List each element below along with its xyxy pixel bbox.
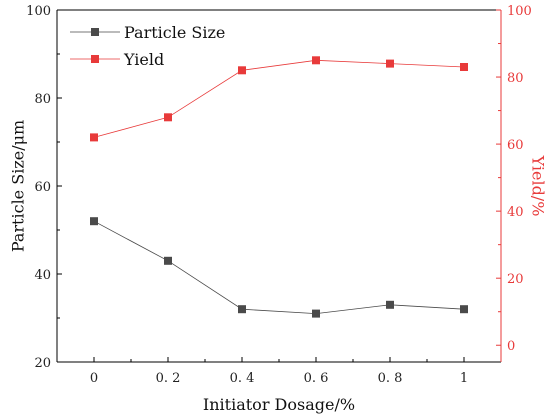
y2-tick-label: 100 (507, 4, 532, 19)
x-tick-label: 0 (90, 371, 98, 386)
y2-axis-label: Yield/% (528, 155, 547, 217)
yield-legend-label: Yield (123, 50, 164, 69)
y2-tick-label: 0 (507, 339, 515, 354)
y-tick-label: 40 (34, 268, 51, 283)
legend: Particle Size Yield (70, 23, 225, 69)
x-axis-label: Initiator Dosage/% (203, 395, 355, 414)
x-tick-label: 1 (460, 371, 468, 386)
x-tick-label: 0. 8 (378, 371, 403, 386)
particle-size-legend-marker (91, 28, 99, 36)
yield-point (386, 59, 394, 68)
y-tick-label: 100 (26, 4, 51, 19)
particle-size-point (164, 256, 172, 265)
axis-labels: Initiator Dosage/% Particle Size/μm Yiel… (9, 120, 548, 414)
y-tick-label: 60 (34, 180, 51, 195)
y2-tick-label: 80 (507, 71, 524, 86)
yield-series-line (93, 59, 465, 138)
particle-size-point (386, 300, 394, 309)
x-tick-label: 0. 4 (230, 371, 255, 386)
particle-size-point (238, 305, 246, 314)
x-tick-label: 0. 2 (156, 371, 181, 386)
y2-tick-label: 60 (507, 138, 524, 153)
particle-size-point (460, 305, 468, 314)
y-tick-label: 20 (34, 356, 51, 371)
particle-size-legend-label: Particle Size (124, 23, 225, 42)
y2-tick-label: 20 (507, 272, 524, 287)
particle-size-point (312, 309, 320, 318)
yield-point (460, 63, 468, 71)
yield-point (238, 66, 246, 75)
yield-point (164, 113, 172, 122)
particle-size-series-line (93, 220, 465, 315)
yield-legend-marker (91, 55, 99, 63)
series-layer (90, 56, 468, 318)
yield-point (90, 133, 98, 142)
axes: 0 0. 2 0. 4 0. 6 0. 8 1 20 40 60 80 100 0 20 40 60 80 10… (26, 4, 532, 386)
yield-point (312, 56, 320, 65)
particle-size-point (90, 217, 98, 226)
y-axis-label: Particle Size/μm (9, 120, 28, 252)
y2-tick-label: 40 (507, 205, 524, 220)
x-tick-label: 0. 6 (304, 371, 329, 386)
y-tick-label: 80 (34, 92, 51, 107)
